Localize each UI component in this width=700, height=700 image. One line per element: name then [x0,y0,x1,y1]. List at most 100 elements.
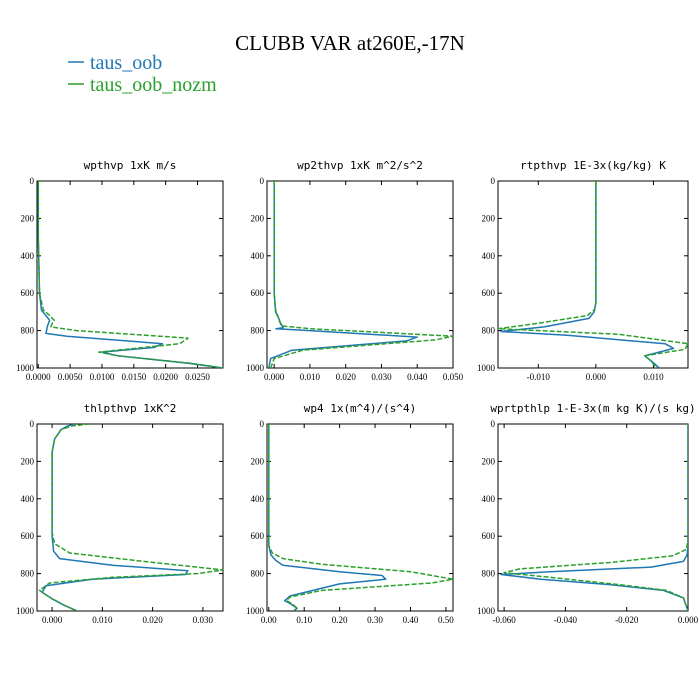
y-tick-label: 0 [260,176,265,186]
y-tick-label: 600 [251,288,265,298]
x-tick-label: 0.020 [336,372,357,382]
y-tick-label: 400 [251,251,265,261]
y-tick-label: 0 [260,419,265,429]
y-tick-label: 800 [21,326,35,336]
panel-title: wp4 1x(m^4)/(s^4) [304,402,417,415]
y-tick-label: 600 [251,531,265,541]
y-tick-label: 600 [21,288,35,298]
panel-frame [36,423,224,612]
y-tick-label: 400 [482,494,496,504]
x-tick-label: -0.060 [493,615,517,625]
series-line-taus-oob-nozm [269,181,453,368]
y-tick-label: 1000 [477,363,496,373]
x-tick-label: 0.030 [193,615,214,625]
y-tick-label: 800 [251,569,265,579]
x-tick-label: 0.0200 [153,372,178,382]
panel-4: thlpthvp 1xK^2 0 200 400 600 800 1000 0.000 0.01… [16,402,224,625]
panel-title: wpthvp 1xK m/s [84,159,177,172]
panel-title: wprtpthlp 1-E-3x(m kg K)/(s kg) [490,402,695,415]
x-tick-label: -0.040 [554,615,578,625]
x-tick-label: 0.020 [142,615,163,625]
series-line-taus-oob [500,181,675,368]
legend: taus_oob taus_oob_nozm [68,52,217,96]
x-tick-label: 0.000 [42,615,63,625]
y-tick-label: 200 [482,213,496,223]
panel-6: wprtpthlp 1-E-3x(m kg K)/(s kg) 0 200 400 60… [477,402,699,625]
series-line-taus-oob-nozm [37,181,223,368]
panel-frame [497,180,689,369]
x-tick-label: 0.0100 [90,372,115,382]
x-tick-label: 0.50 [438,615,454,625]
panel-title: thlpthvp 1xK^2 [84,402,177,415]
y-tick-label: 600 [21,531,35,541]
series-line-taus-oob [268,181,418,368]
series-line-taus-oob [37,181,223,368]
x-tick-label: -0.020 [615,615,639,625]
y-tick-label: 400 [482,251,496,261]
x-tick-label: 0.0150 [121,372,146,382]
x-tick-label: 0.00 [261,615,277,625]
panel-frame [266,423,454,612]
y-tick-label: 800 [21,569,35,579]
series-line-taus-oob-nozm [268,424,453,611]
y-tick-label: 0 [491,176,496,186]
x-tick-label: 0.20 [332,615,348,625]
legend-label-taus-oob: taus_oob [90,52,162,74]
y-tick-label: 1000 [246,363,265,373]
panel-title: rtpthvp 1E-3x(kg/kg) K [520,159,666,172]
x-tick-label: 0.010 [92,615,113,625]
x-tick-label: 0.010 [300,372,321,382]
panel-frame [36,180,224,369]
series-line-taus-oob-nozm [503,424,688,611]
x-tick-label: 0.0000 [26,372,51,382]
y-tick-label: 400 [21,494,35,504]
series-line-taus-oob [500,424,688,611]
y-tick-label: 200 [251,456,265,466]
y-tick-label: 600 [482,288,496,298]
x-tick-label: 0.040 [407,372,428,382]
x-tick-label: 0.050 [443,372,464,382]
x-tick-label: 0.0250 [185,372,210,382]
y-tick-label: 200 [251,213,265,223]
y-tick-label: 1000 [16,606,35,616]
x-tick-label: 0.40 [403,615,419,625]
y-tick-label: 0 [491,419,496,429]
y-tick-label: 400 [251,494,265,504]
y-tick-label: 1000 [477,606,496,616]
x-tick-label: 0.0050 [58,372,83,382]
y-tick-label: 800 [482,569,496,579]
y-tick-label: 200 [21,456,35,466]
legend-label-taus-oob-nozm: taus_oob_nozm [90,74,217,96]
x-tick-label: 0.030 [371,372,392,382]
panel-frame [266,180,454,369]
x-tick-label: 0.000 [586,372,607,382]
x-tick-label: 0.10 [296,615,312,625]
y-tick-label: 1000 [16,363,35,373]
figure-title: CLUBB VAR at260E,-17N [235,31,465,55]
series-line-taus-oob [268,424,387,611]
series-line-taus-oob-nozm [498,181,688,368]
x-tick-label: 0.30 [367,615,383,625]
x-tick-label: 0.000 [264,372,285,382]
y-tick-label: 800 [482,326,496,336]
panel-title: wp2thvp 1xK m^2/s^2 [297,159,423,172]
series-line-taus-oob [41,424,189,611]
y-tick-label: 0 [30,419,35,429]
y-tick-label: 400 [21,251,35,261]
y-tick-label: 800 [251,326,265,336]
y-tick-label: 200 [482,456,496,466]
panel-2: wp2thvp 1xK m^2/s^2 0 200 400 600 800 10000.00… [246,159,464,382]
x-tick-label: 0.010 [643,372,664,382]
y-tick-label: 1000 [246,606,265,616]
y-tick-label: 0 [30,176,35,186]
x-tick-label: 0.000 [678,615,699,625]
y-tick-label: 200 [21,213,35,223]
series-line-taus-oob-nozm [38,424,223,611]
panel-3: rtpthvp 1E-3x(kg/kg) K 0 200 400 600 800 1000 -… [477,159,689,382]
x-tick-label: -0.010 [527,372,551,382]
y-tick-label: 600 [482,531,496,541]
